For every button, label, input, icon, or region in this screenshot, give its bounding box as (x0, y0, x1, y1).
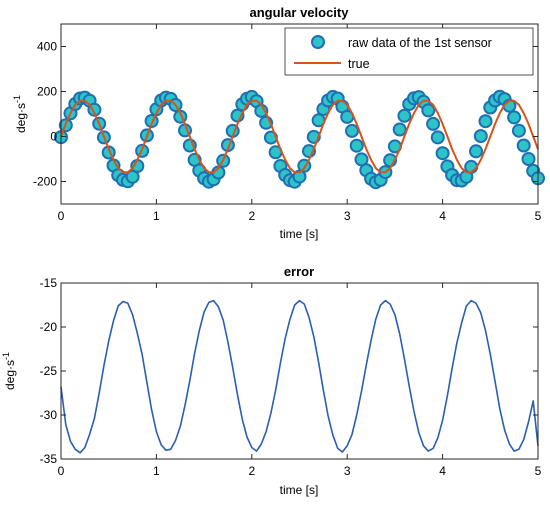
axes-box (60, 282, 539, 460)
data-point (507, 110, 522, 125)
x-axis-label: time [s] (280, 483, 319, 497)
x-tick-label: 2 (248, 464, 255, 478)
y-tick-label: -200 (33, 175, 57, 189)
data-point (511, 123, 526, 138)
y-tick-label: 400 (37, 40, 57, 54)
legend-box (284, 27, 534, 76)
data-point (426, 116, 441, 131)
axis-ticks: 0 1 2 3 4 5 -200 0 200 400 (33, 24, 542, 223)
data-point (421, 103, 436, 118)
data-point (473, 129, 488, 144)
data-point (397, 108, 412, 123)
x-tick-label: 4 (439, 464, 446, 478)
data-point (516, 138, 531, 153)
chart-title: error (284, 264, 314, 279)
x-tick-label: 1 (153, 464, 160, 478)
y-axis-label-exponent: -1 (1, 352, 11, 360)
y-tick-label: -35 (40, 452, 58, 466)
x-tick-label: 1 (153, 209, 160, 223)
y-tick-label: 0 (50, 130, 57, 144)
chart-title: angular velocity (250, 5, 350, 20)
x-tick-label: 4 (439, 209, 446, 223)
series-line (60, 299, 539, 454)
x-tick-label: 0 (58, 209, 65, 223)
data-point (469, 144, 483, 159)
y-axis-label: deg·s-1 (12, 95, 28, 133)
x-tick-label: 3 (344, 464, 351, 478)
y-axis-label-exponent: -1 (12, 95, 22, 103)
plot-area (60, 299, 539, 454)
y-tick-label: -15 (40, 276, 58, 290)
data-point (392, 122, 407, 137)
series-line (60, 99, 539, 174)
y-tick-label: -25 (40, 364, 58, 378)
legend-label-true: true (348, 57, 370, 71)
plot-area (54, 89, 545, 190)
x-tick-label: 3 (344, 209, 351, 223)
axes-box (60, 23, 539, 205)
x-tick-label: 0 (58, 464, 65, 478)
panel-angular-velocity: angular velocity 0 1 2 3 4 5 -200 0 200 400 time … (12, 5, 545, 241)
x-axis-label: time [s] (280, 227, 319, 241)
data-point (430, 130, 445, 145)
data-point (345, 123, 359, 138)
legend-label-raw: raw data of the 1st sensor (348, 36, 492, 50)
data-point (521, 152, 536, 166)
y-tick-label: -20 (40, 320, 58, 334)
y-tick-label: -30 (40, 408, 58, 422)
legend-marker-raw (311, 35, 325, 49)
data-point (478, 114, 493, 129)
x-tick-label: 5 (535, 209, 542, 223)
x-tick-label: 5 (535, 464, 542, 478)
axis-ticks: 0 1 2 3 4 5 -35 -30 -25 -20 -15 (40, 276, 542, 478)
data-point (435, 146, 450, 161)
legend: raw data of the 1st sensor true (284, 27, 534, 76)
data-point (349, 138, 364, 153)
y-tick-label: 200 (37, 85, 57, 99)
panel-error: error 0 1 2 3 4 5 -35 -30 -25 -20 -15 time [s] deg… (1, 264, 542, 497)
y-axis-label: deg·s-1 (1, 352, 17, 390)
x-tick-label: 2 (248, 209, 255, 223)
